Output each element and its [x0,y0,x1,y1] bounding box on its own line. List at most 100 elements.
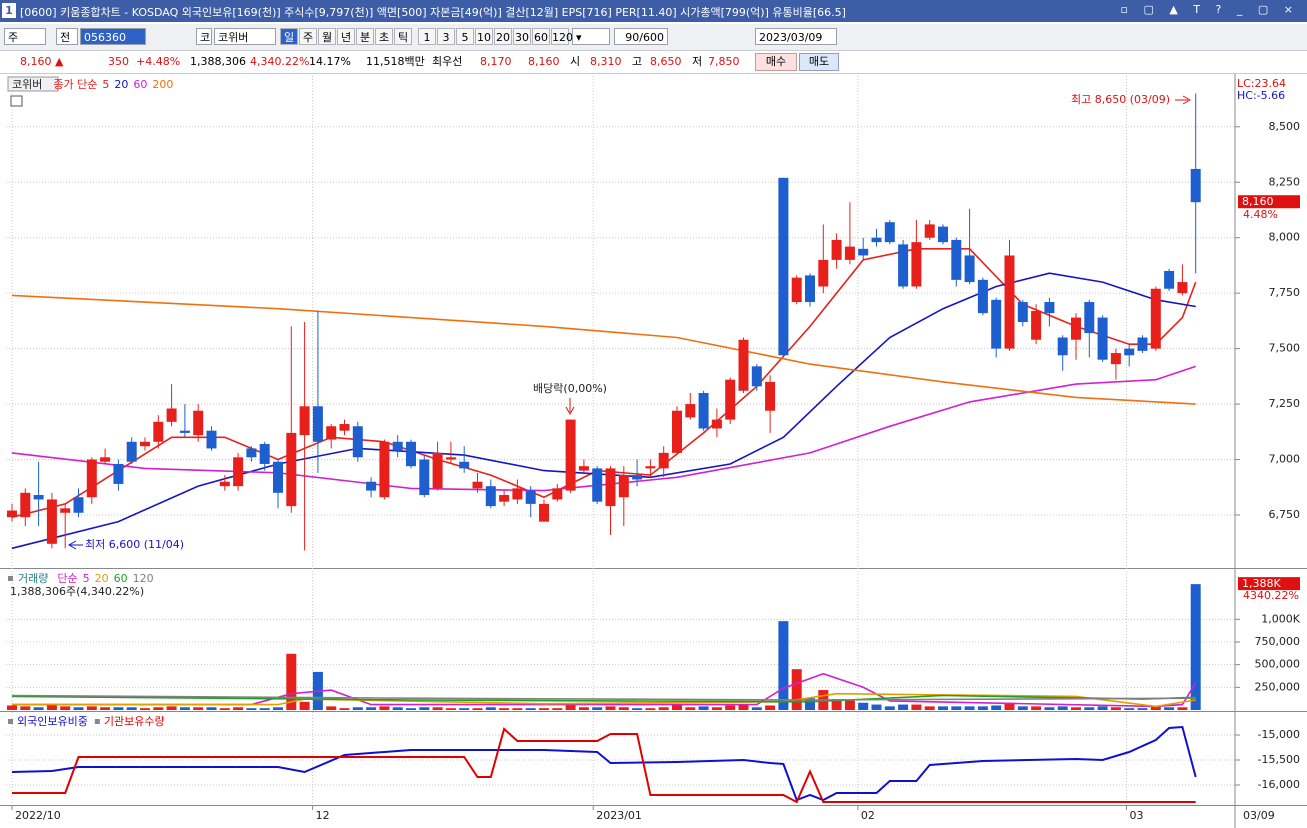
period-button[interactable]: 초 [375,28,393,45]
low: 7,850 [708,55,740,68]
candle-body [1084,302,1095,334]
legend-box [7,76,59,92]
volume-bar [472,708,483,710]
candle-body [33,495,44,500]
volume-bar [140,708,150,710]
sell-button[interactable]: 매도 [799,53,839,71]
candle-body [1071,317,1081,340]
interval-button[interactable]: 10 [475,28,493,45]
volume: 1,388,306 [190,55,246,68]
type-select[interactable]: 코 [196,28,212,45]
volume-bar [206,707,217,710]
panel-title: 거래량 [18,572,48,585]
volume-bar [672,704,682,710]
candle-body [46,499,57,544]
y-tick-label: -16,000 [1258,778,1300,791]
y-tick-label: 8,000 [1269,231,1301,244]
volume-bar [512,708,523,710]
candle-body [140,441,150,447]
candle-body [246,448,257,458]
x-tick-label: 2022/10 [15,809,61,822]
candle-body [326,426,337,440]
volume-bar [153,707,164,710]
candle-body [765,381,776,411]
candle-body [206,430,217,449]
volume-bar [658,707,669,710]
volume-bar [539,708,549,710]
volume-bar [1084,707,1095,710]
volume-bar [326,706,337,710]
candle-body [259,444,270,464]
x-end-label: 03/09 [1243,809,1275,822]
high-label: 고 [632,55,643,68]
code-input[interactable]: 056360 [80,28,146,45]
y-tick-label: 7,250 [1269,397,1301,410]
candle-body [286,432,297,507]
candle-body [485,486,496,507]
interval-button[interactable]: 60 [532,28,550,45]
interval-button[interactable]: 20 [494,28,512,45]
period-button[interactable]: 년 [337,28,355,45]
volume-bar [1071,707,1081,710]
interval-button[interactable]: 5 [456,28,474,45]
window-controls[interactable]: ▫ ▢ ▲ T ? _ ▢ × [1120,3,1299,16]
period-button[interactable]: 일 [280,28,298,45]
volume-bar [352,707,363,710]
window-title: [0600] 키움종합차트 - KOSDAQ 외국인보유[169(천)] 주식수… [20,6,846,19]
line-series [11,365,1196,492]
candle-body [525,490,536,504]
interval-button[interactable]: 3 [437,28,455,45]
candle-body [1190,168,1201,203]
candle-body [911,242,922,287]
candle-body [1164,270,1175,289]
date-input[interactable]: 2023/03/09 [755,28,837,45]
line-series [11,694,1196,701]
volume-bar [432,707,443,710]
interval-select[interactable]: ▾ [572,28,610,45]
candle-body [951,239,962,280]
volume-bar [60,706,71,710]
annotation: 최고 8,650 (03/09) [1071,93,1170,106]
y-tick-label: 250,000 [1255,680,1301,693]
candle-body [392,441,403,451]
volume-bar [73,707,84,710]
interval-button[interactable]: 30 [513,28,531,45]
period-button[interactable]: 틱 [394,28,412,45]
volume-bar [219,708,230,710]
volume-bar [273,707,283,710]
volume-bar [632,708,643,710]
candle-body [672,410,682,453]
candle-body [778,177,789,356]
volume-bar [1031,706,1042,710]
interval-button[interactable]: 120 [551,28,573,45]
market-select[interactable]: 주 [4,28,46,45]
interval-button[interactable]: 1 [418,28,436,45]
stock-name[interactable]: 코위버 [214,28,276,45]
candle-body [459,461,470,469]
period-button[interactable]: 월 [318,28,336,45]
volume-bar [419,707,430,710]
volume-bar [831,699,842,710]
volume-bar [1057,706,1068,710]
candle-body [751,366,762,387]
period-button[interactable]: 주 [299,28,317,45]
candle-body [791,277,802,303]
volume-bar [179,707,190,710]
period-button[interactable]: 분 [356,28,374,45]
candle-body [193,410,204,436]
candle-body [711,419,722,429]
volume-bar [751,707,762,710]
candle-body [738,339,749,391]
volume-bar [698,706,709,710]
candle-body [1017,302,1028,322]
buy-button[interactable]: 매수 [755,53,797,71]
volume-bar [738,704,749,710]
count-input[interactable]: 90/600 [614,28,668,45]
x-tick-label: 03 [1130,809,1144,822]
candle-body [20,492,31,518]
candle-body [1031,310,1042,340]
volume-bar [964,706,975,710]
candle-body [924,224,935,238]
prev-button[interactable]: 전 [56,28,78,45]
volume-bar [246,708,257,710]
